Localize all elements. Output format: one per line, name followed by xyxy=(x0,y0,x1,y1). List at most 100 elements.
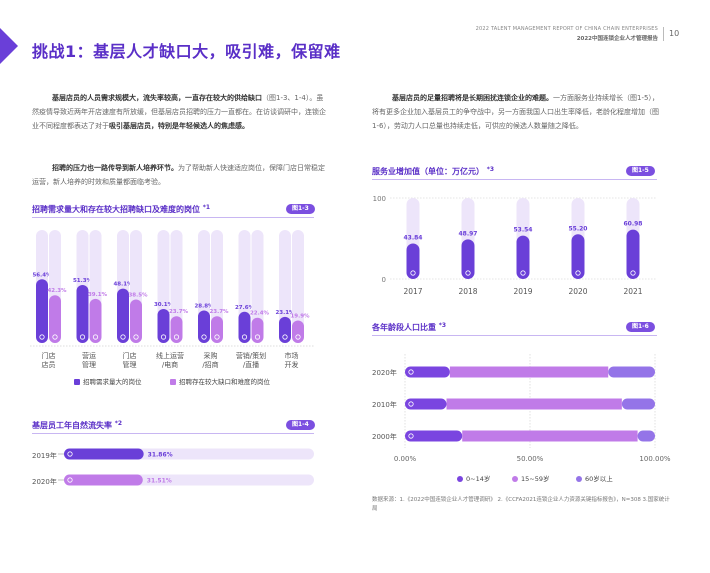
fig16-legend-label-1: 15~59岁 xyxy=(521,474,550,483)
left-paragraph-2-bold: 招聘的压力也一路传导到新人培养环节。 xyxy=(52,164,178,172)
fig14-bar-0 xyxy=(64,448,144,460)
fig15-bar-dot-2 xyxy=(520,270,526,276)
fig16-note: *3 xyxy=(438,322,447,329)
fig13-bar-dot-1-1 xyxy=(92,334,99,340)
fig14-title: 基层员工年自然流失率 *2 xyxy=(32,420,122,431)
fig13-category-label-4: 采购 xyxy=(204,351,218,360)
fig13-bar-dot-2-0 xyxy=(120,334,126,340)
fig13-category-label-1-b: 管理 xyxy=(82,360,96,369)
fig13-category-label-3: 线上运营 xyxy=(156,351,184,360)
fig16-bar-2-0 xyxy=(405,430,463,442)
right-paragraph-bold: 基层店员的足量招聘将是长期困扰连锁企业的难题。 xyxy=(392,94,553,102)
fig16-title: 各年龄段人口比重 *3 xyxy=(372,322,446,333)
fig13-value-label-2-0: 48.1% xyxy=(113,282,133,288)
page-number: 10 xyxy=(669,29,680,38)
source-note: 数据来源：1.《2022中国连锁企业人才管理调研》 2.《CCFA2021连锁企… xyxy=(372,497,670,512)
fig16-bar-dot-2 xyxy=(408,433,414,439)
fig15-ytick-0: 0 xyxy=(382,276,386,284)
fig13-category-label-6: 市场 xyxy=(285,351,299,360)
fig16-bar-0-1 xyxy=(449,366,609,378)
fig15-bar-2 xyxy=(516,235,530,279)
fig16-bar-2-2 xyxy=(637,430,655,442)
fig15-category-label-1: 2018 xyxy=(458,287,477,296)
fig13-category-label-1: 营运 xyxy=(82,351,96,360)
fig15-category-label-2: 2019 xyxy=(513,287,532,296)
fig13-category-label-2-b: 管理 xyxy=(123,360,137,369)
fig15-badge: 图1-5 xyxy=(626,166,655,176)
fig13-legend-swatch-0 xyxy=(74,379,80,385)
fig13-category-label-0: 门店 xyxy=(42,351,56,360)
fig13-value-label-6-0: 23.1% xyxy=(275,310,295,316)
fig14-bar-1 xyxy=(64,474,143,486)
fig16-xtick-1: 50.00% xyxy=(517,455,544,463)
report-title-en: 2022 TALENT MANAGEMENT REPORT OF CHINA C… xyxy=(475,26,658,32)
fig13-category-label-0-b: 店员 xyxy=(42,360,56,369)
fig13-title-text: 招聘需求量大和存在较大招聘缺口及难度的岗位 xyxy=(32,205,200,214)
fig13-legend-swatch-1 xyxy=(170,379,176,385)
fig13-value-label-0-0: 56.4% xyxy=(32,272,52,278)
fig15-bar-3 xyxy=(571,234,585,279)
fig13-bar-dot-4-0 xyxy=(201,334,207,340)
fig15-bar-4 xyxy=(626,229,640,279)
fig16-bar-1-0 xyxy=(405,398,447,410)
fig13-title: 招聘需求量大和存在较大招聘缺口及难度的岗位 *1 xyxy=(32,204,210,215)
left-paragraph-1-text: （图1-3、1-4）。虽然疫情导致近两年开店速度有所放缓，但基层店员招聘的压力一… xyxy=(32,94,326,130)
fig13-bar-1-0 xyxy=(76,285,89,343)
fig15-note: *3 xyxy=(486,166,495,173)
fig15-bar-dot-3 xyxy=(575,270,581,276)
fig13-bar-dot-4-1 xyxy=(214,334,220,340)
fig13-bar-dot-3-0 xyxy=(160,334,167,340)
fig15-value-label-2: 53.54 xyxy=(514,227,533,234)
fig15-value-label-3: 55.20 xyxy=(569,225,588,232)
fig13-bar-4-0 xyxy=(198,310,210,343)
fig16-bar-1-1 xyxy=(446,398,622,410)
fig13-bar-dot-5-1 xyxy=(254,334,261,340)
fig13-bar-4-1 xyxy=(211,316,223,343)
fig13-bar-0-1 xyxy=(49,295,61,343)
fig15-title-text: 服务业增加值（单位：万亿元） xyxy=(372,167,484,176)
fig13-category-label-5-b: /直播 xyxy=(243,360,259,369)
left-paragraph-1: 基层店员的人员需求规模大，流失率较高，一直存在较大的供给缺口（图1-3、1-4）… xyxy=(32,91,328,133)
fig13-value-label-4-0: 28.8% xyxy=(194,303,214,309)
fig14-value-label-1: 31.51% xyxy=(147,478,172,485)
fig13-track-3-1 xyxy=(170,230,183,343)
page-number-divider xyxy=(663,27,664,41)
fig13-bar-6-0 xyxy=(279,316,291,343)
fig16-xtick-0: 0.00% xyxy=(394,455,417,463)
left-paragraph-1-bold: 基层店员的人员需求规模大，流失率较高，一直存在较大的供给缺口 xyxy=(52,94,262,102)
fig15-category-label-3: 2020 xyxy=(568,287,587,296)
fig16-category-label-2: 2000年 xyxy=(372,432,397,441)
fig13-category-label-3-b: /电商 xyxy=(162,360,178,369)
fig14-bar-dot-1 xyxy=(67,477,73,483)
fig13-bar-5-1 xyxy=(251,317,264,343)
fig16-bar-dot-0 xyxy=(408,369,414,375)
fig13-legend-label-1: 招聘存在较大缺口和难度的岗位 xyxy=(179,377,271,386)
fig16-legend-swatch-2 xyxy=(576,476,582,482)
fig15-bar-dot-0 xyxy=(410,270,416,276)
fig13-bar-0-0 xyxy=(36,279,48,343)
fig16-legend-label-2: 60岁以上 xyxy=(585,474,613,483)
fig13-value-label-4-1: 23.7% xyxy=(209,309,229,315)
fig16-bar-0-2 xyxy=(608,366,655,378)
fig13-value-label-0-1: 42.3% xyxy=(47,288,67,294)
fig16-title-text: 各年龄段人口比重 xyxy=(372,323,436,332)
fig16-legend-label-0: 0~14岁 xyxy=(466,474,490,483)
fig14-divider xyxy=(32,433,314,434)
fig14-badge: 图1-4 xyxy=(286,420,315,430)
fig13-bar-6-1 xyxy=(292,320,304,343)
fig15-bar-0 xyxy=(406,243,420,279)
fig16-legend-swatch-1 xyxy=(512,476,518,482)
fig13-bar-dot-3-1 xyxy=(173,334,180,340)
fig13-legend-label-0: 招聘需求量大的岗位 xyxy=(83,377,142,386)
fig16-chart: 0.00% 50.00% 100.00% 2020年 2010年 2000年 0~14岁 15… xyxy=(372,354,671,483)
fig15-chart: 100 0 43.84 2017 48.97 2018 53.54 2019 55.20 2020… xyxy=(373,195,656,296)
fig13-category-label-4-b: /招商 xyxy=(202,360,218,369)
left-paragraph-2: 招聘的压力也一路传导到新人培养环节。为了帮助新人快速适应岗位，保障门店日常稳定运… xyxy=(32,161,328,189)
fig13-value-label-1-0: 51.3% xyxy=(73,278,93,284)
fig13-bar-dot-0-0 xyxy=(39,334,45,340)
fig13-value-label-2-1: 38.5% xyxy=(128,292,148,298)
fig13-bar-1-1 xyxy=(89,298,102,343)
fig16-bar-dot-1 xyxy=(408,401,414,407)
fig14-chart: 2019年 31.86% 2020年 31.51% xyxy=(32,448,314,486)
fig13-value-label-5-0: 27.6% xyxy=(235,305,255,311)
